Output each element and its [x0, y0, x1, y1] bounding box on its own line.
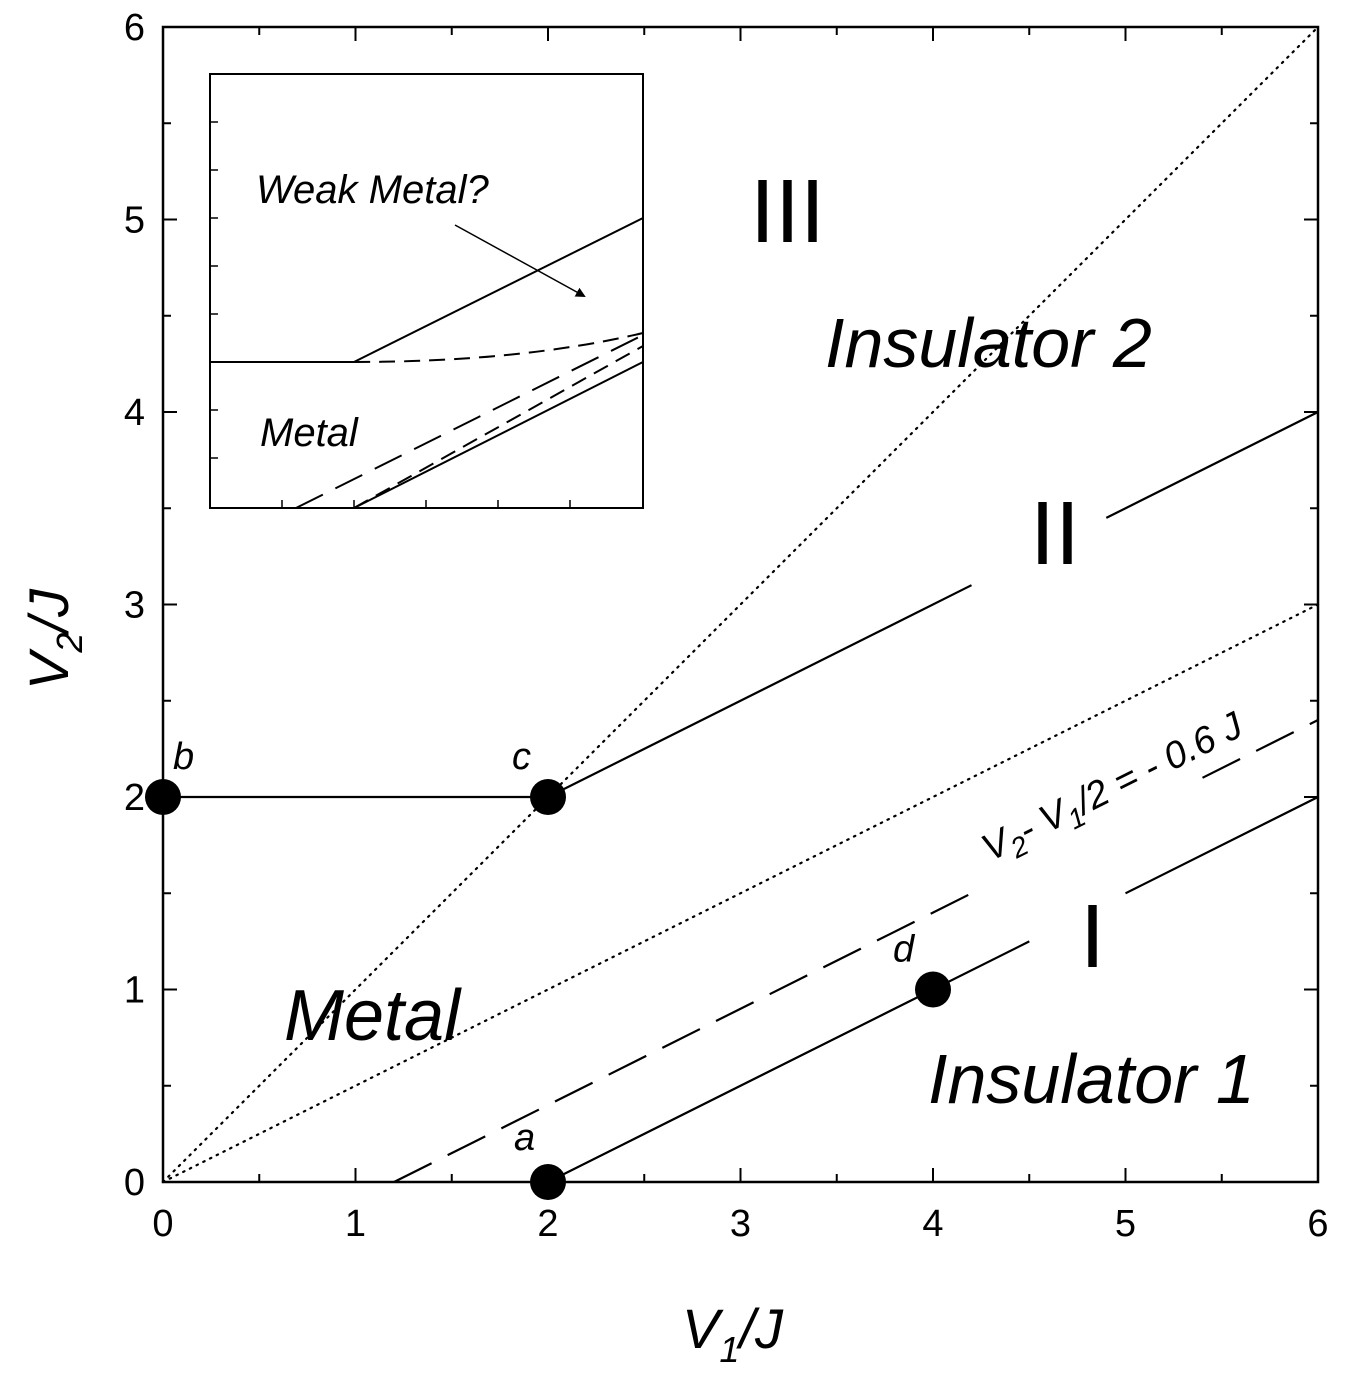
x-tick-label: 4	[922, 1203, 943, 1245]
inset-dashed-line-long	[295, 334, 644, 509]
x-tick-label: 3	[730, 1203, 751, 1245]
plot-frame	[161, 25, 1320, 1184]
y-axis-label: V2/J	[17, 588, 90, 690]
x-tick-label: 2	[537, 1203, 558, 1245]
series-line-solid	[1105, 411, 1319, 519]
point-label-c: c	[512, 736, 531, 778]
series-line-solid	[547, 584, 972, 798]
y-tick-label: 6	[124, 7, 145, 49]
inset-metal-label: Metal	[260, 411, 359, 455]
inset-weak-metal-label: Weak Metal?	[256, 168, 489, 212]
series-line-dashed	[393, 892, 972, 1183]
x-tick-label: 5	[1115, 1203, 1136, 1245]
series-line-dashed	[1202, 719, 1319, 779]
point-label-d: d	[893, 929, 916, 971]
tick-labels: 0 1 2 3 4 5 6 0 1 2 3 4 5 6	[124, 7, 1329, 1245]
point-label-b: b	[173, 736, 194, 778]
x-axis-label: V1/J	[682, 1297, 784, 1370]
point-label-a: a	[514, 1117, 535, 1159]
series-line-solid	[1125, 796, 1319, 895]
region-iii-label: III	[750, 162, 825, 262]
tick-marks	[162, 26, 1319, 1183]
metal-label: Metal	[284, 976, 462, 1056]
inset-upper-solid-line	[353, 217, 644, 363]
y-tick-label: 4	[124, 392, 145, 434]
x-tick-label: 1	[345, 1203, 366, 1245]
inset-dashed-curve	[353, 332, 644, 363]
data-points: a b c d	[145, 736, 951, 1200]
point-d	[915, 971, 951, 1008]
series-line-dotted	[161, 25, 1320, 1184]
insulator-1-label: Insulator 1	[928, 1040, 1255, 1118]
region-ii-label: II	[1030, 484, 1080, 584]
x-tick-label: 0	[152, 1203, 173, 1245]
inset-frame	[209, 73, 644, 509]
point-c	[530, 779, 566, 815]
y-tick-label: 2	[124, 777, 145, 819]
region-i-label: I	[1080, 887, 1105, 987]
point-a	[530, 1164, 566, 1200]
inset-panel: Weak Metal? Metal	[209, 73, 644, 509]
insulator-2-label: Insulator 2	[825, 304, 1152, 382]
series-line-dotted	[161, 603, 1320, 1184]
y-tick-label: 5	[124, 200, 145, 242]
y-tick-label: 0	[124, 1162, 145, 1204]
inset-dashed-line-short	[353, 345, 644, 509]
y-tick-label: 3	[124, 585, 145, 627]
inset-lower-solid-line	[353, 361, 644, 509]
point-b	[145, 779, 181, 815]
x-tick-label: 6	[1307, 1203, 1328, 1245]
y-tick-label: 1	[124, 970, 145, 1012]
inset-arrow	[454, 224, 586, 297]
